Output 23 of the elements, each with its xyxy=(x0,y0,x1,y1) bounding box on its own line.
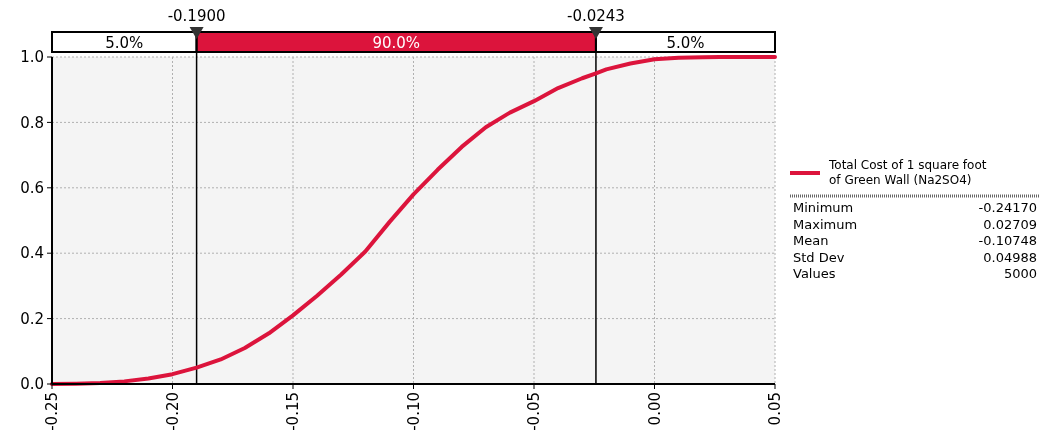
text: Mean -0.10748 xyxy=(793,233,1037,248)
y-tick-label: 0.8 xyxy=(20,113,44,132)
text: Values 5000 xyxy=(793,266,1037,281)
text: Minimum -0.24170 xyxy=(793,200,1037,215)
y-tick-label: 0.2 xyxy=(20,309,44,328)
line-series xyxy=(50,55,777,386)
ref-line-label: -0.0243 xyxy=(566,7,625,25)
x-tick-label: -0.15 xyxy=(284,392,303,431)
x-tick-label: -0.10 xyxy=(404,392,423,431)
percentile-strip: 5.0% 90.0% 5.0% xyxy=(51,31,776,53)
x-tick-label: -0.20 xyxy=(163,392,182,431)
y-tick-label: 1.0 xyxy=(20,48,44,67)
text: Std Dev 0.04988 xyxy=(793,249,1037,265)
y-tick-label: 0.0 xyxy=(20,375,44,394)
text: Maximum 0.02709 xyxy=(793,216,1037,232)
x-tick-label: 0.00 xyxy=(645,392,664,426)
y-tick-label: 0.4 xyxy=(20,244,44,263)
legend-label: Total Cost of 1 square foot of Green Wall (Na2SO4) xyxy=(828,158,987,187)
x-tick-label: -0.25 xyxy=(43,392,62,431)
ref-line-label: -0.1900 xyxy=(167,7,226,25)
x-tick-label: -0.05 xyxy=(525,392,544,431)
x-tick-label: 0.05 xyxy=(766,392,785,426)
y-tick-label: 0.6 xyxy=(20,179,44,198)
